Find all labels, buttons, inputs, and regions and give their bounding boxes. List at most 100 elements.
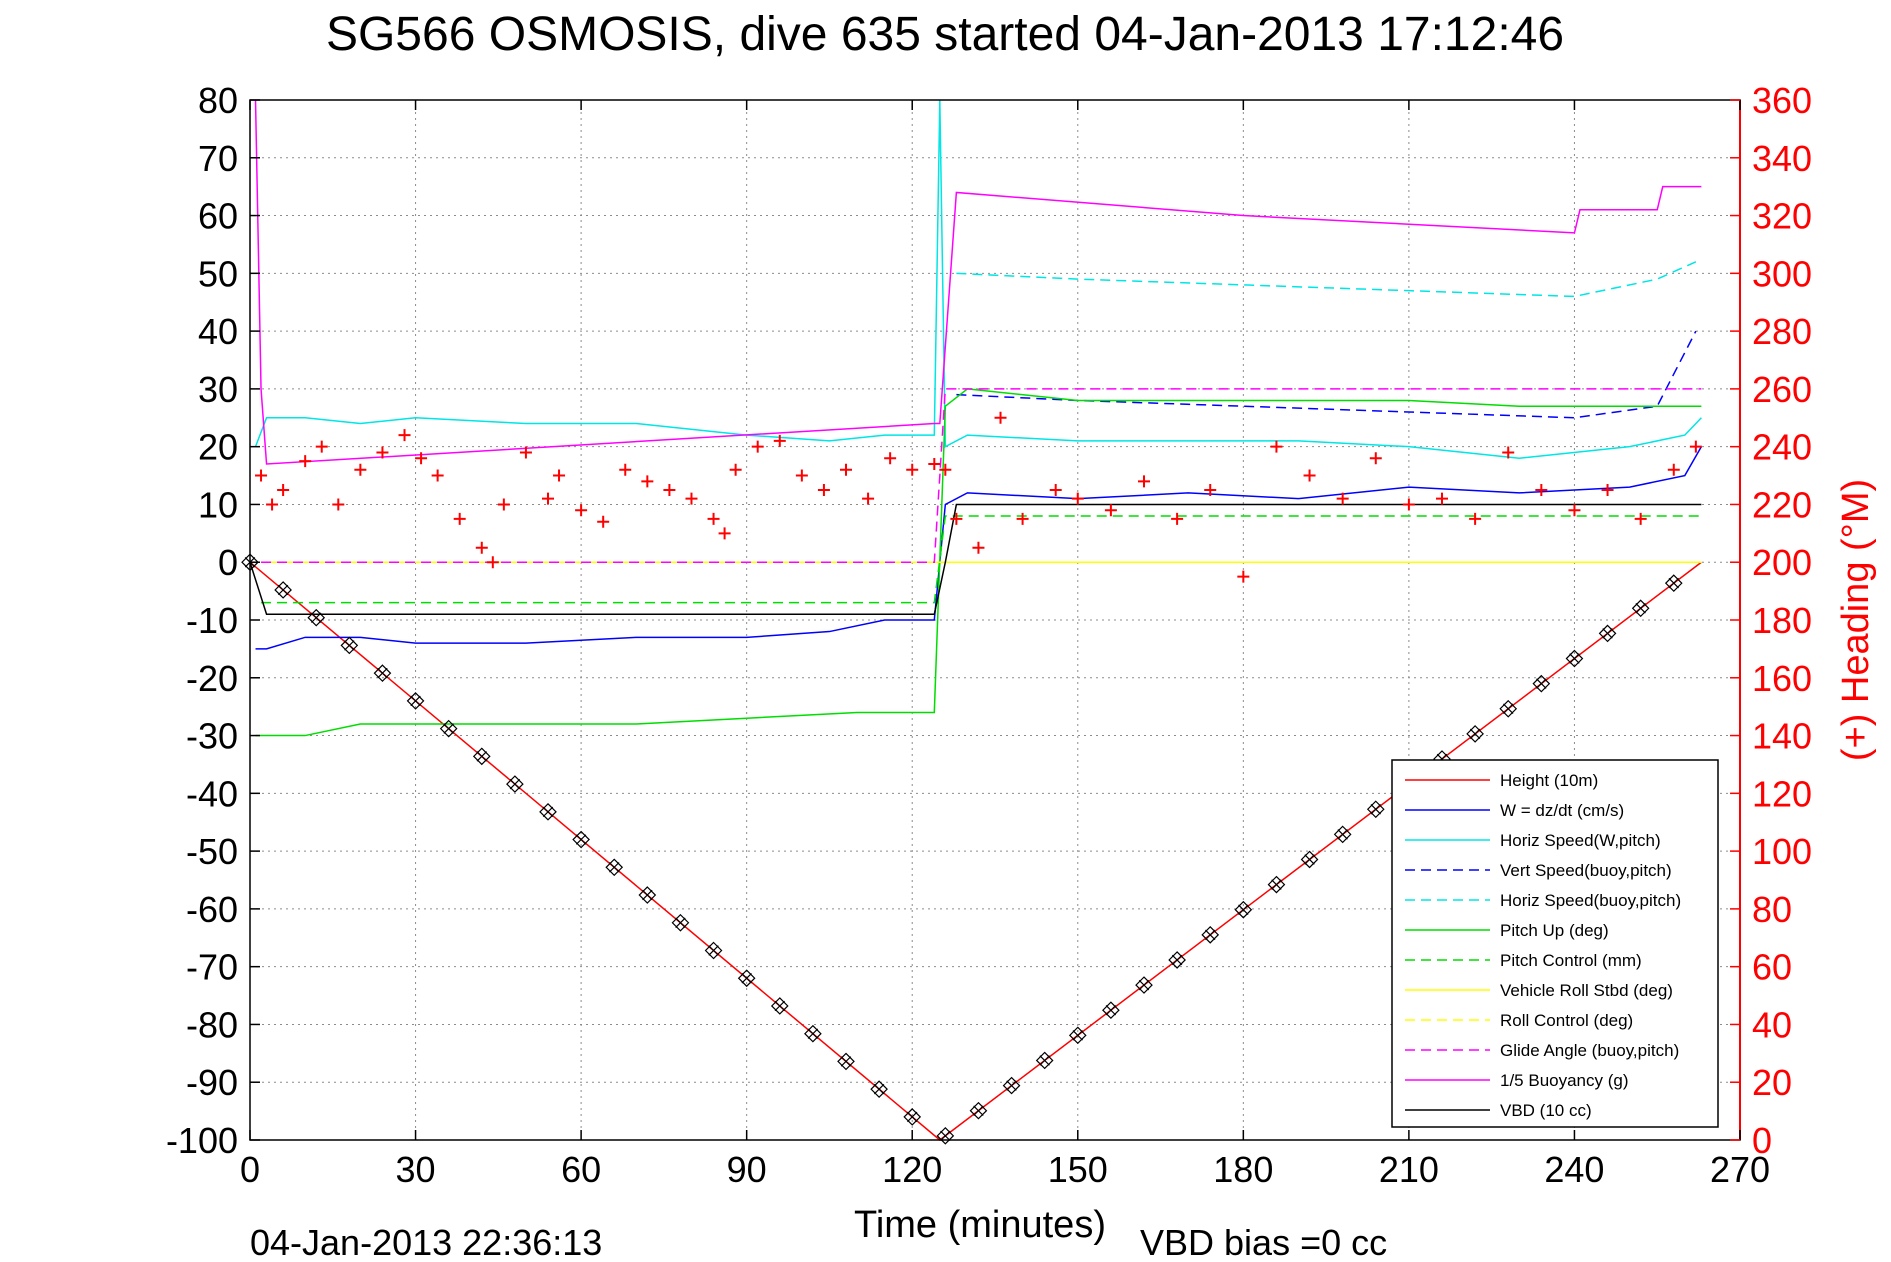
heading-point [1502, 446, 1515, 459]
y2-tick-label: 60 [1752, 947, 1792, 988]
heading-point [884, 452, 897, 465]
heading-point [994, 411, 1007, 424]
height-marker [472, 747, 491, 766]
heading-point [475, 541, 488, 554]
height-marker [1366, 800, 1385, 819]
x-tick-label: 90 [727, 1149, 767, 1190]
y2-tick-label: 220 [1752, 484, 1812, 525]
heading-point [497, 498, 510, 511]
heading-point [1237, 570, 1250, 583]
y-tick-label: -100 [166, 1120, 238, 1161]
height-marker [1499, 699, 1518, 718]
height-marker [704, 941, 723, 960]
legend-label-3: Vert Speed(buoy,pitch) [1500, 861, 1672, 880]
y2-tick-label: 360 [1752, 80, 1812, 121]
y2-tick-label: 240 [1752, 427, 1812, 468]
height-marker [373, 664, 392, 683]
heading-point [1303, 469, 1316, 482]
height-marker [1068, 1026, 1087, 1045]
y-tick-label: 0 [218, 542, 238, 583]
y2-tick-label: 140 [1752, 716, 1812, 757]
legend-label-11: VBD (10 cc) [1500, 1101, 1592, 1120]
heading-point [685, 492, 698, 505]
heading-markers [255, 411, 1702, 583]
height-marker [638, 886, 657, 904]
height-marker [406, 692, 425, 710]
legend-label-5: Pitch Up (deg) [1500, 921, 1609, 940]
height-marker [1102, 1001, 1120, 1020]
legend-label-9: Glide Angle (buoy,pitch) [1500, 1041, 1679, 1060]
y-tick-label: -70 [186, 947, 238, 988]
legend-label-0: Height (10m) [1500, 771, 1598, 790]
x-tick-label: 180 [1213, 1149, 1273, 1190]
y-tick-label: -40 [186, 773, 238, 814]
heading-point [1336, 492, 1349, 505]
y2-tick-label: 180 [1752, 600, 1812, 641]
heading-point [415, 452, 428, 465]
height-marker [340, 636, 359, 655]
y-tick-label: 70 [198, 138, 238, 179]
heading-point [1469, 512, 1482, 525]
heading-point [773, 434, 786, 447]
x-tick-label: 120 [882, 1149, 942, 1190]
y2-tick-label: 260 [1752, 369, 1812, 410]
height-marker [439, 719, 458, 738]
y2-tick-label: 340 [1752, 138, 1812, 179]
y2-tick-label: 40 [1752, 1004, 1792, 1045]
heading-point [519, 446, 532, 459]
height-marker [1664, 574, 1683, 593]
y2-tick-label: 100 [1752, 831, 1812, 872]
height-marker [903, 1108, 922, 1126]
y-tick-label: -10 [186, 600, 238, 641]
series-line-3 [956, 330, 1697, 419]
y-tick-label: 10 [198, 484, 238, 525]
heading-point [795, 469, 808, 482]
y2-tick-label: 120 [1752, 773, 1812, 814]
heading-point [1369, 452, 1382, 465]
heading-point [398, 429, 411, 442]
height-marker [572, 830, 590, 849]
heading-point [1402, 498, 1415, 511]
heading-point [972, 541, 985, 554]
height-marker [1598, 624, 1617, 643]
series-line-5 [255, 388, 1702, 737]
height-marker [1532, 674, 1551, 693]
heading-point [1171, 512, 1184, 525]
heading-point [1049, 484, 1062, 496]
heading-point [840, 463, 852, 476]
y-tick-label: 20 [198, 427, 238, 468]
heading-point [315, 440, 328, 453]
height-marker [1002, 1076, 1021, 1095]
height-marker [307, 608, 326, 627]
x-tick-label: 240 [1544, 1149, 1604, 1190]
y2-tick-label: 80 [1752, 889, 1792, 930]
heading-point [354, 463, 367, 476]
y-tick-label: -80 [186, 1004, 238, 1045]
height-marker [605, 858, 624, 877]
x-axis-label: Time (minutes) [854, 1204, 1106, 1246]
height-marker [1466, 725, 1484, 743]
y-tick-label: 80 [198, 80, 238, 121]
height-marker [1267, 875, 1286, 894]
heading-point [431, 469, 444, 482]
vbd-bias-label: VBD bias =0 cc [1140, 1222, 1387, 1262]
height-marker [1300, 850, 1319, 869]
series-line-10 [254, 99, 1702, 465]
height-marker [936, 1126, 955, 1145]
height-marker [804, 1024, 822, 1043]
heading-point [332, 498, 345, 511]
series-line-1 [255, 446, 1703, 650]
heading-point [255, 469, 268, 482]
heading-point [597, 515, 610, 528]
y-tick-label: -90 [186, 1062, 238, 1103]
series-line-6 [261, 515, 1702, 604]
heading-point [817, 484, 830, 496]
height-marker [1135, 976, 1153, 994]
heading-point [277, 484, 290, 496]
height-marker [506, 775, 524, 793]
x-axis: 0 30 60 90 120 150 180 210 240 270 [240, 100, 1770, 1190]
heading-point [299, 455, 312, 468]
y2-tick-label: 320 [1752, 196, 1812, 237]
y2-tick-label: 160 [1752, 658, 1812, 699]
x-tick-label: 210 [1379, 1149, 1439, 1190]
